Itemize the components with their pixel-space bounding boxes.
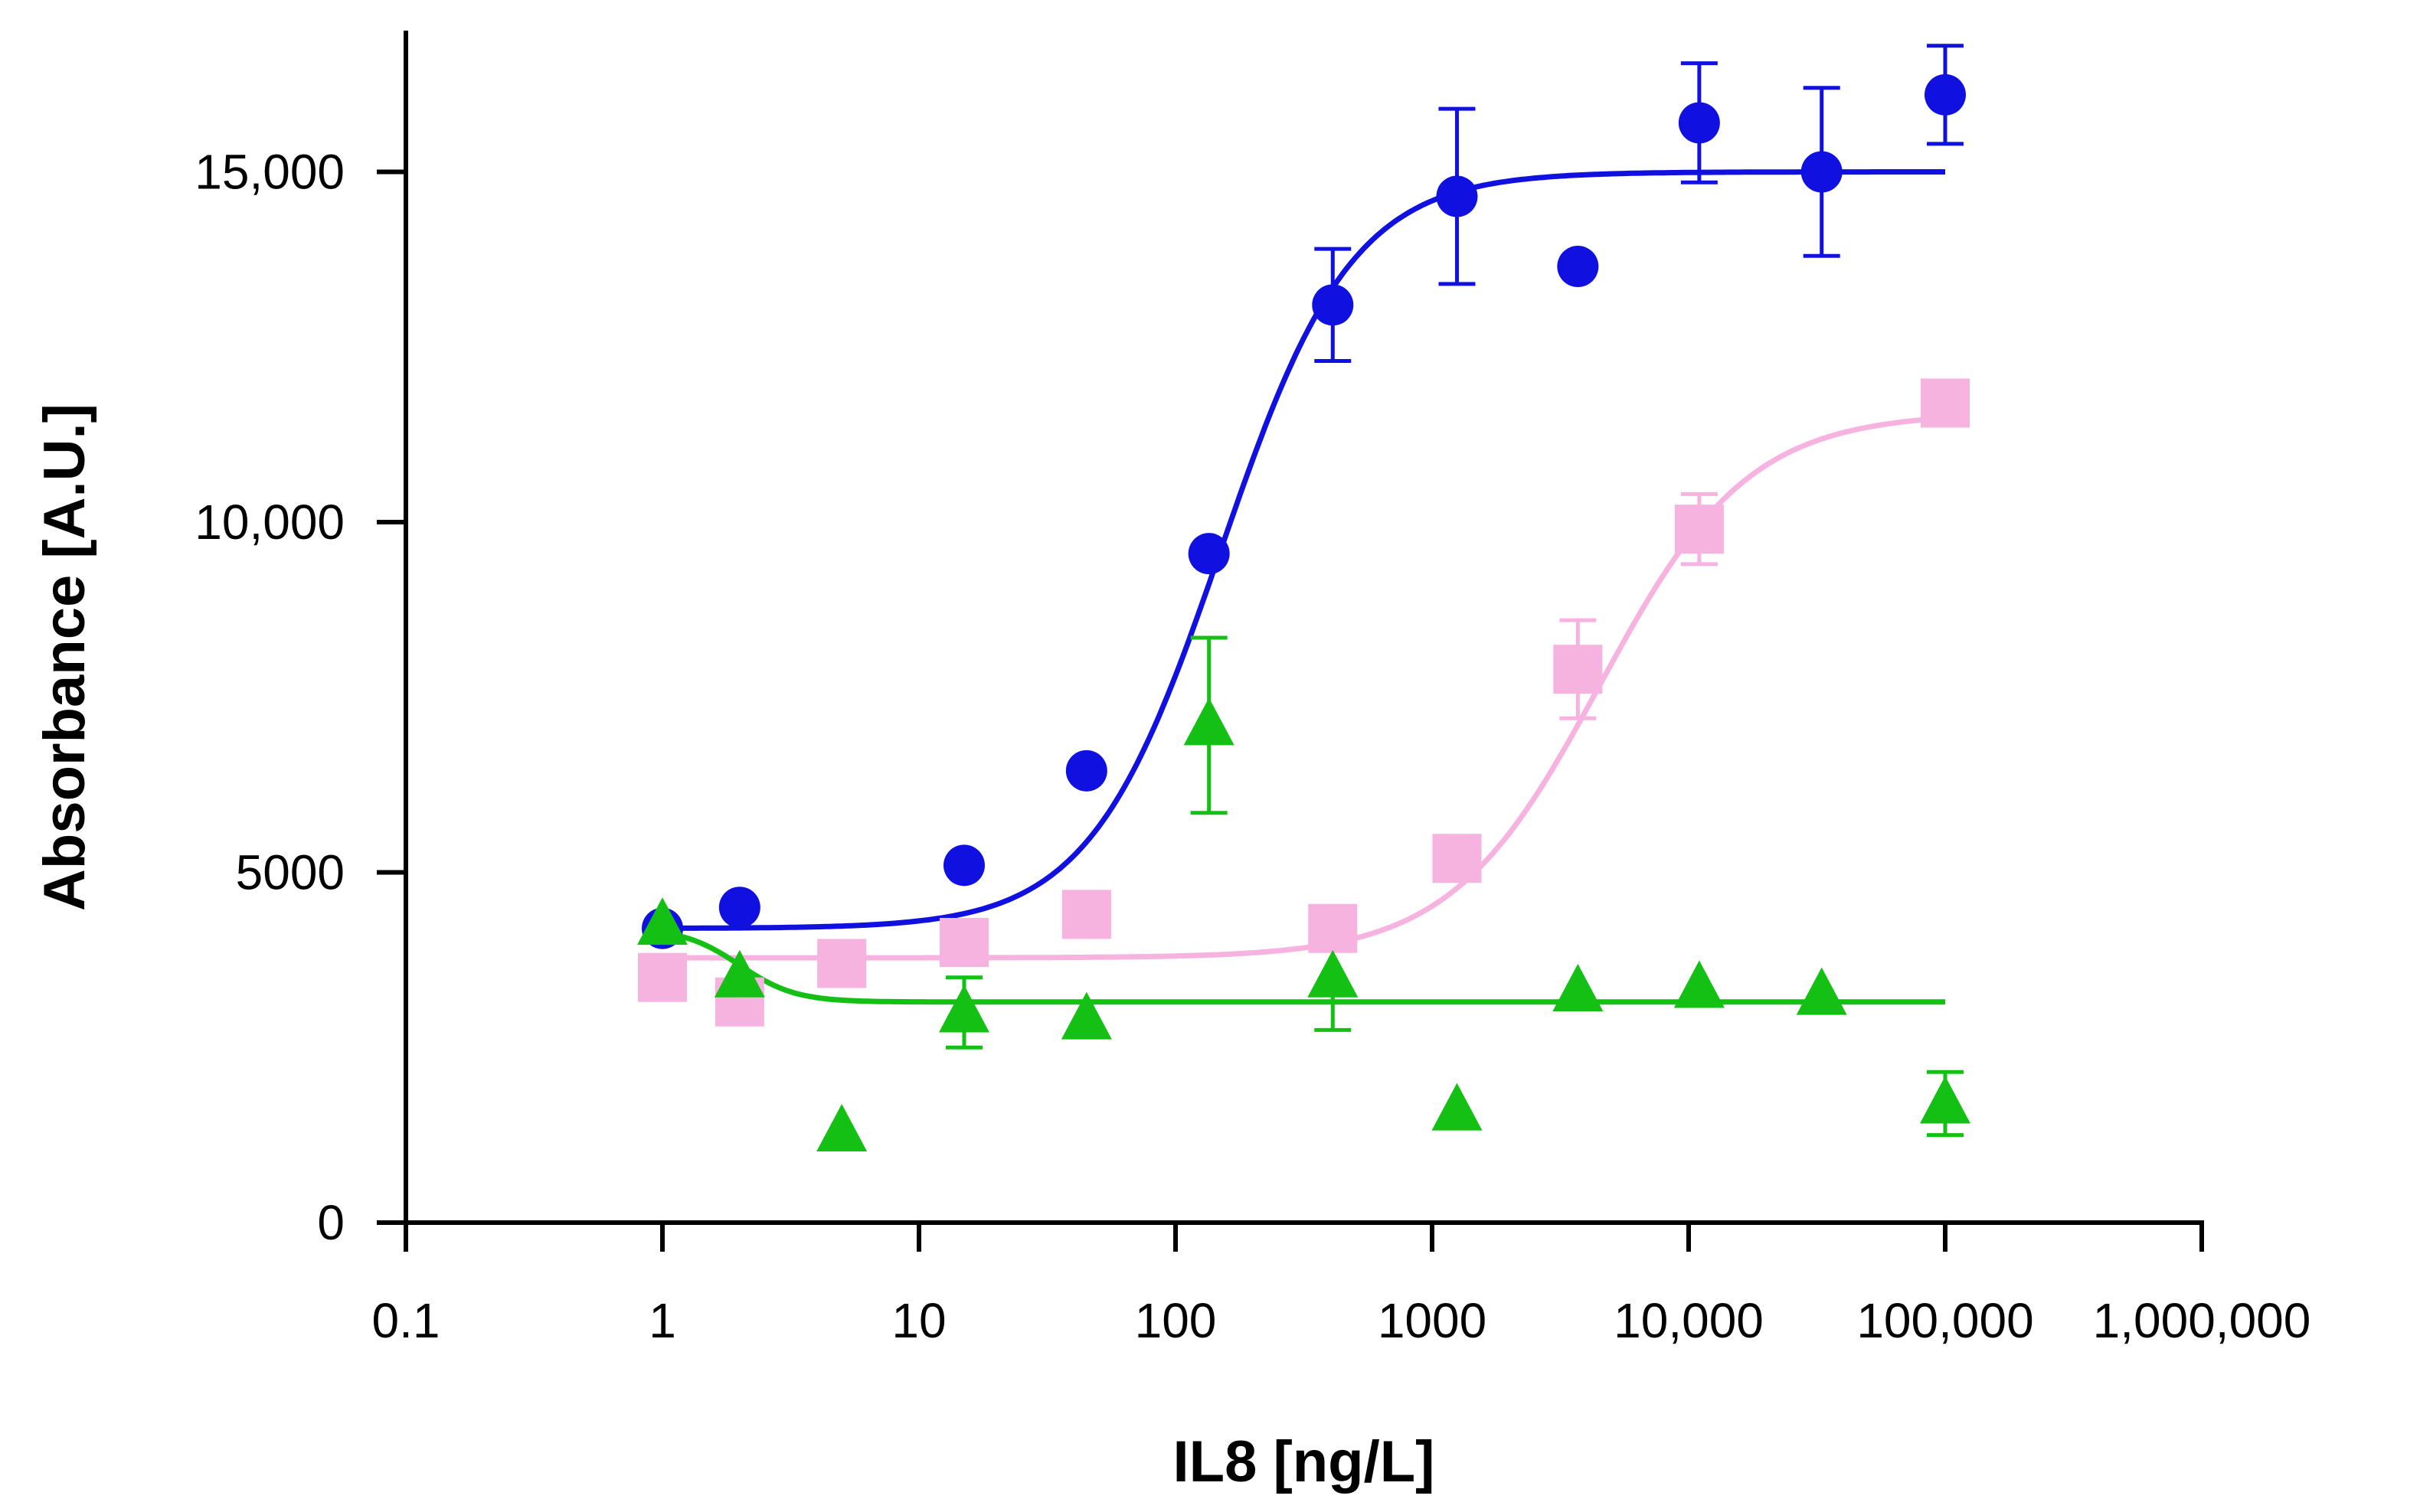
data-point-pink: [1308, 903, 1358, 953]
x-tick-labels: 0.1 1 10 100 1000 10,000 100,000 1,000,000: [372, 1293, 2311, 1348]
x-tick-label: 10: [891, 1293, 946, 1348]
data-point-pink: [1061, 890, 1111, 939]
fit-curve-pink: [662, 415, 1946, 961]
data-point-blue: [1557, 246, 1599, 288]
data-point-green: [637, 897, 688, 945]
x-axis-title: IL8 [ng/L]: [1173, 1429, 1435, 1494]
data-point-blue: [943, 844, 985, 887]
data-point-green: [1796, 967, 1847, 1015]
data-markers: [637, 73, 1970, 1152]
data-point-blue: [1678, 102, 1720, 144]
data-point-green: [816, 1104, 868, 1152]
data-point-blue: [1312, 284, 1354, 326]
fit-curves: [662, 169, 1946, 1005]
y-tick-labels: 0 5000 10,000 15,000: [195, 145, 345, 1251]
y-axis-title: Absorbance [A.U.]: [32, 403, 97, 911]
x-tick-label: 10,000: [1614, 1293, 1764, 1348]
data-point-green: [1061, 991, 1112, 1040]
data-point-pink: [817, 939, 867, 988]
data-point-blue: [1800, 151, 1843, 193]
data-point-pink: [1921, 378, 1970, 428]
data-point-blue: [1065, 749, 1107, 792]
x-tick-label: 100,000: [1856, 1293, 2033, 1348]
y-tick-label: 0: [317, 1195, 345, 1250]
data-point-green: [1920, 1076, 1970, 1124]
y-tick-label: 10,000: [195, 495, 345, 550]
fit-curve-green: [662, 929, 1945, 1005]
x-tick-label: 100: [1135, 1293, 1217, 1348]
data-point-pink: [638, 952, 687, 1002]
x-tick-label: 1,000,000: [2093, 1293, 2311, 1348]
data-point-pink: [1432, 834, 1482, 883]
data-point-blue: [1188, 533, 1230, 575]
data-point-green: [1307, 949, 1359, 998]
data-point-green: [1673, 960, 1725, 1008]
data-point-blue: [1436, 175, 1478, 217]
data-point-pink: [1674, 505, 1724, 554]
x-tick-label: 1000: [1378, 1293, 1486, 1348]
fit-curve-blue: [662, 169, 1945, 931]
data-point-green: [1183, 697, 1235, 746]
y-tick-label: 15,000: [195, 145, 345, 200]
data-point-blue: [1925, 73, 1966, 116]
data-point-blue: [718, 887, 760, 929]
data-point-pink: [939, 918, 989, 967]
data-point-green: [714, 949, 765, 998]
data-point-green: [1431, 1083, 1483, 1131]
y-tick-label: 5000: [236, 845, 345, 900]
data-point-pink: [1553, 645, 1603, 694]
data-point-green: [1552, 964, 1604, 1012]
data-point-green: [938, 985, 989, 1033]
axes: [377, 31, 2204, 1252]
x-tick-label: 0.1: [372, 1293, 440, 1348]
x-tick-label: 1: [649, 1293, 676, 1348]
